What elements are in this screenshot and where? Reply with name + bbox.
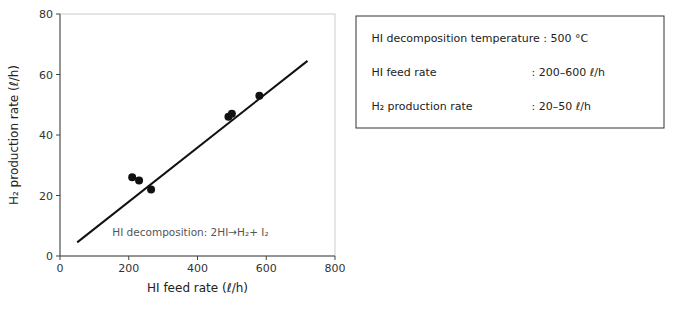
info-box-frame bbox=[356, 16, 664, 128]
y-tick-mark bbox=[56, 135, 60, 136]
x-ticks: 0 200 400 600 800 bbox=[57, 256, 346, 275]
chart-container: 0 200 400 600 800 0 20 40 60 80 HI feed rate (ℓ/h)… bbox=[0, 0, 675, 309]
info-box-text: : 20–50 ℓ/h bbox=[532, 100, 591, 113]
x-tick-mark bbox=[197, 256, 198, 260]
data-marks bbox=[77, 61, 307, 243]
y-tick-label: 40 bbox=[39, 129, 53, 142]
x-tick-mark bbox=[266, 256, 267, 260]
y-tick-label: 60 bbox=[39, 69, 53, 82]
x-tick-mark bbox=[335, 256, 336, 260]
x-tick-label: 600 bbox=[256, 262, 277, 275]
annotation: HI decomposition: 2HI→H₂+ I₂ bbox=[112, 226, 268, 238]
y-axis-label: H₂ production rate (ℓ/h) bbox=[7, 65, 21, 205]
x-tick-label: 400 bbox=[187, 262, 208, 275]
x-tick-mark bbox=[128, 256, 129, 260]
info-box-text: HI decomposition temperature : 500 °C bbox=[371, 32, 588, 45]
scatter-point bbox=[255, 92, 263, 100]
y-tick-label: 80 bbox=[39, 8, 53, 21]
scatter-point bbox=[147, 185, 155, 193]
trend-line bbox=[77, 61, 307, 243]
scatter-point bbox=[128, 173, 136, 181]
x-tick-mark bbox=[60, 256, 61, 260]
y-tick-mark bbox=[56, 256, 60, 257]
info-box-text: : 200–600 ℓ/h bbox=[532, 66, 605, 79]
x-tick-label: 0 bbox=[57, 262, 64, 275]
y-tick-mark bbox=[56, 74, 60, 75]
x-tick-label: 800 bbox=[325, 262, 346, 275]
y-tick-label: 0 bbox=[46, 250, 53, 263]
info-box-text: H₂ production rate bbox=[371, 100, 472, 113]
y-tick-mark bbox=[56, 14, 60, 15]
x-axis-label: HI feed rate (ℓ/h) bbox=[147, 281, 248, 295]
y-tick-mark bbox=[56, 195, 60, 196]
info-box: HI decomposition temperature : 500 °C HI … bbox=[356, 16, 664, 128]
scatter-point bbox=[228, 110, 236, 118]
page: {"chart_data": { "type": "scatter", "ser… bbox=[0, 0, 675, 309]
chart-svg: 0 200 400 600 800 0 20 40 60 80 HI feed rate (ℓ/h)… bbox=[0, 0, 675, 309]
y-ticks: 0 20 40 60 80 bbox=[39, 8, 60, 263]
x-tick-label: 200 bbox=[118, 262, 139, 275]
y-tick-label: 20 bbox=[39, 190, 53, 203]
info-box-text: HI feed rate bbox=[371, 66, 436, 79]
scatter-point bbox=[135, 176, 143, 184]
plot-area bbox=[60, 14, 335, 256]
